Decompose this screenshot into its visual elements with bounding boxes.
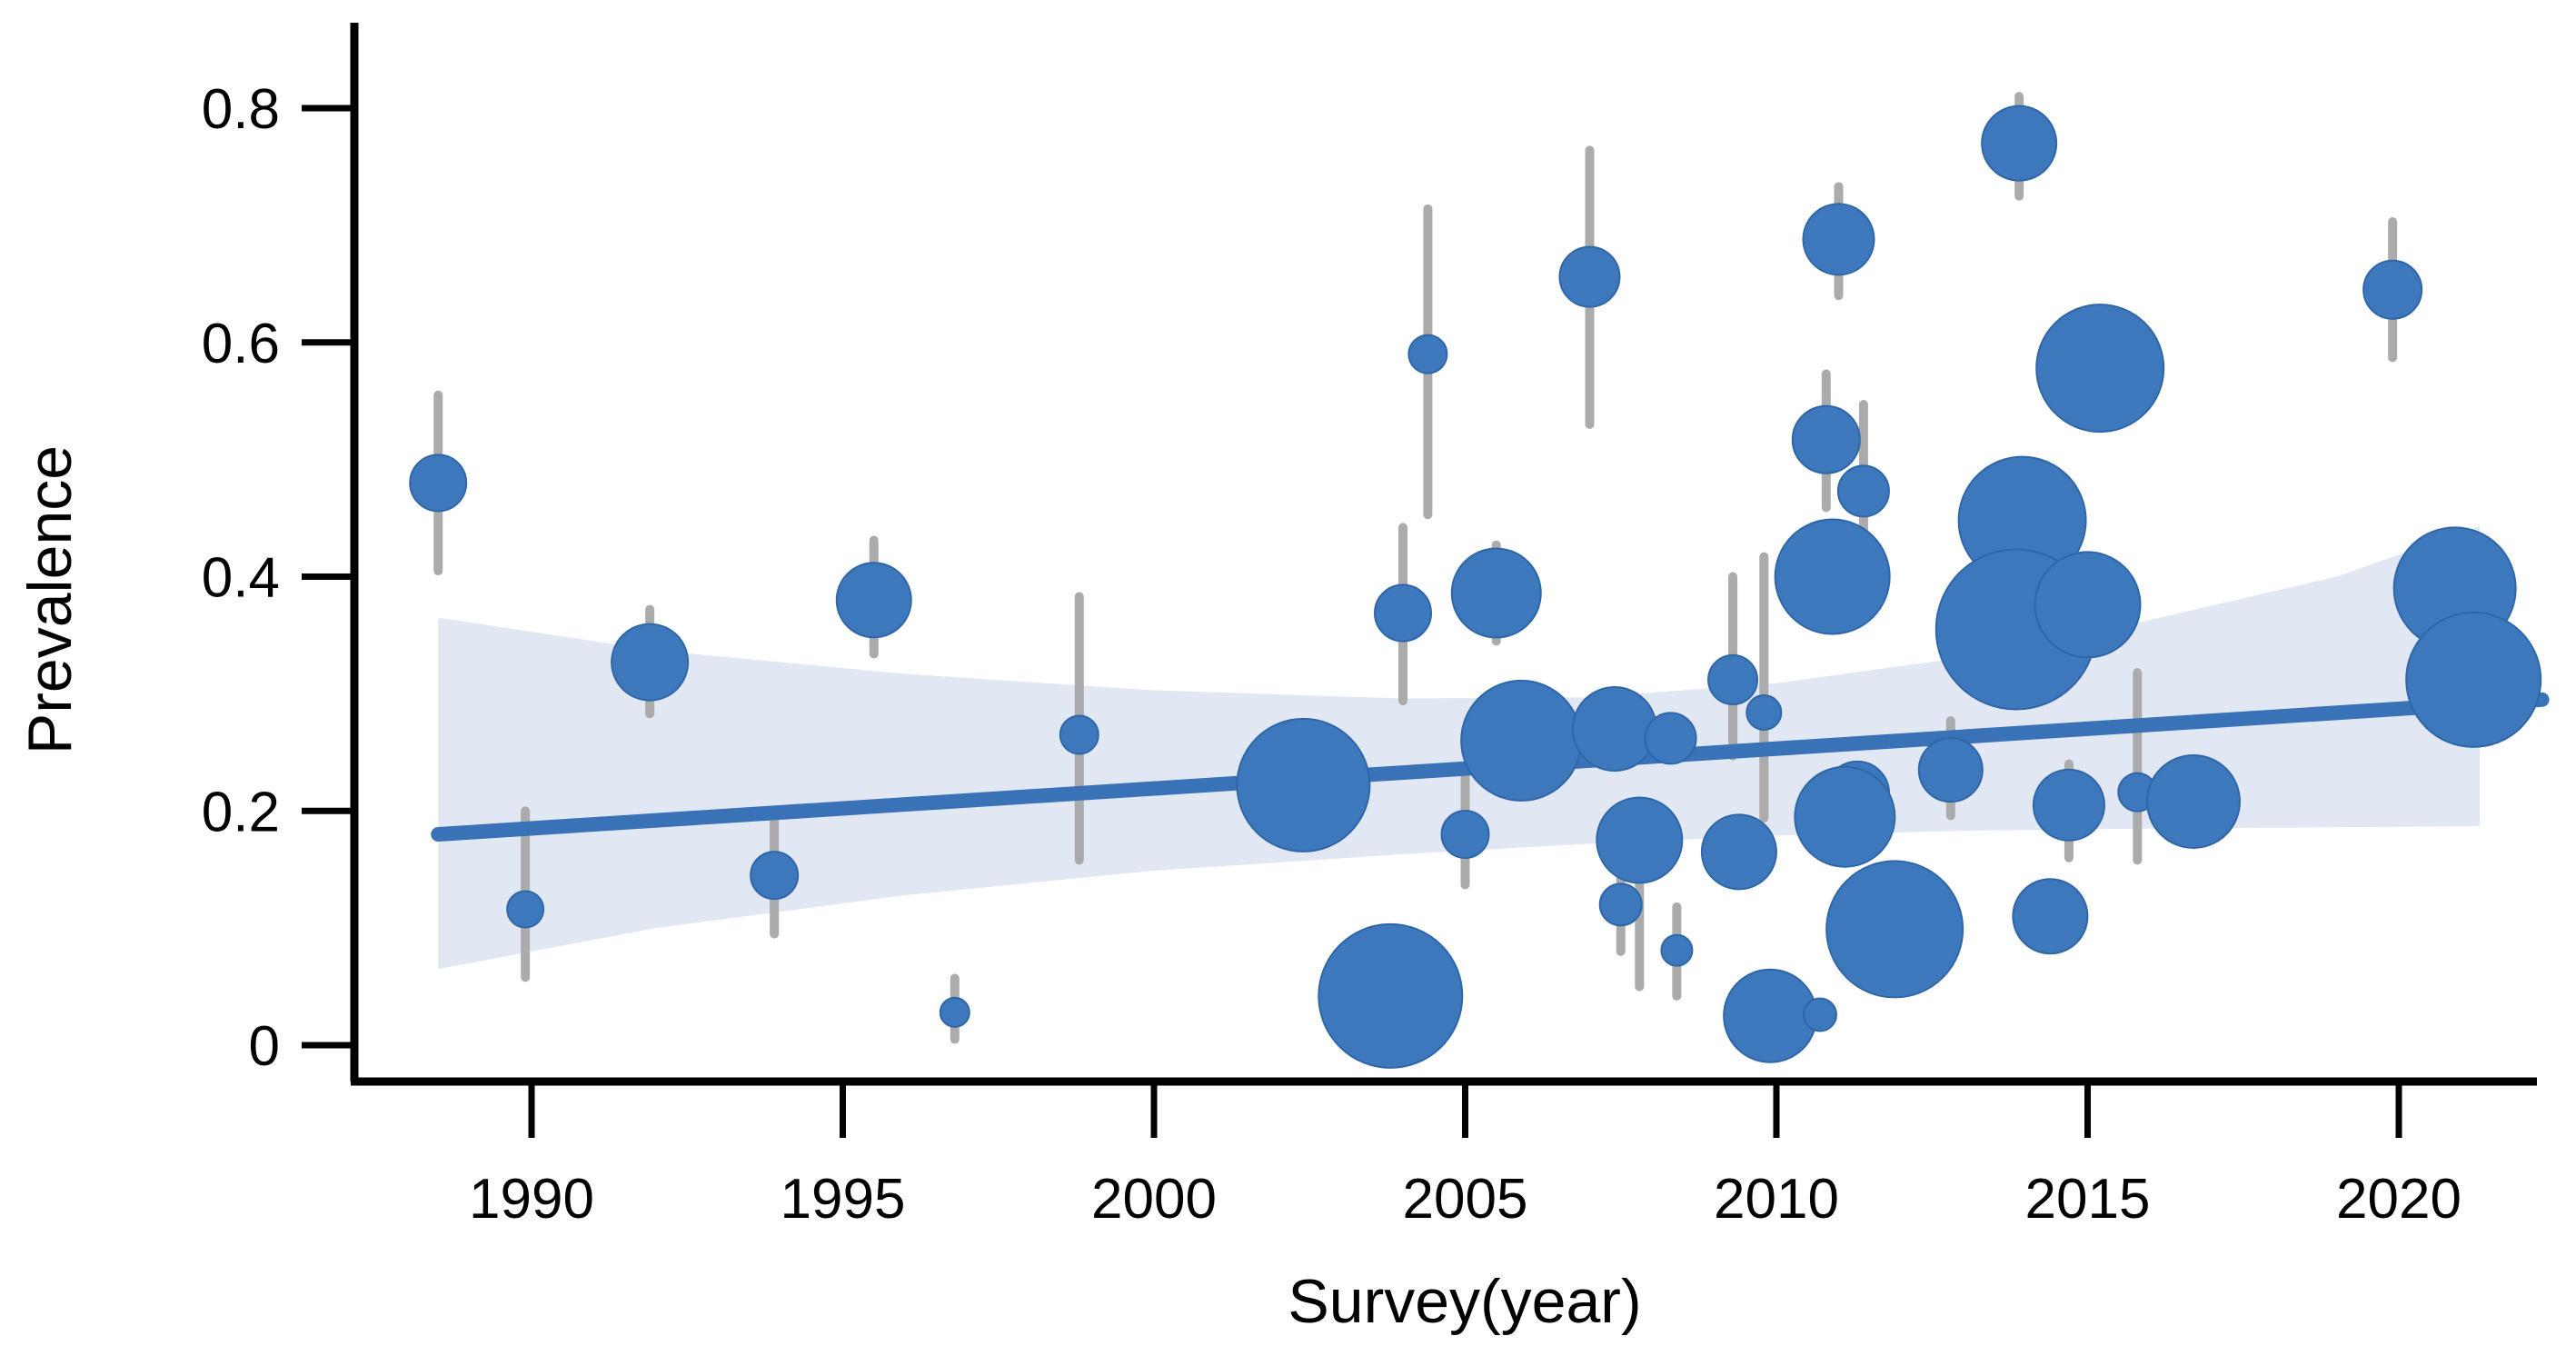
data-point-bubble [1794, 765, 1896, 868]
x-tick-label: 2020 [2336, 1168, 2462, 1231]
data-point-bubble [1825, 860, 1964, 999]
data-point-bubble [1660, 933, 1694, 967]
data-point-bubble [1571, 686, 1657, 773]
y-tick-label: 0 [249, 1015, 280, 1078]
data-point-bubble [1700, 813, 1777, 891]
x-tick-label: 2010 [1714, 1168, 1839, 1231]
y-axis-title: Prevalence [15, 445, 85, 754]
confidence-band [438, 526, 2481, 970]
data-point-bubble [2034, 551, 2142, 659]
data-point-bubble [2012, 878, 2089, 955]
y-tick-label: 0.2 [202, 781, 280, 843]
data-point-bubble [1374, 583, 1432, 643]
data-point-bubble [939, 996, 970, 1028]
data-point-bubble [2145, 753, 2241, 849]
data-point-bubble [1802, 997, 1837, 1032]
data-point-bubble [2035, 304, 2165, 434]
data-point-bubble [750, 851, 800, 901]
data-point-bubble [2405, 611, 2542, 748]
data-point-bubble [1558, 245, 1621, 308]
data-point-bubble [1460, 679, 1583, 802]
x-tick-label: 2005 [1403, 1168, 1528, 1231]
data-point-bubble [1407, 334, 1448, 374]
data-point-bubble [1644, 712, 1697, 765]
data-point-bubble [506, 890, 545, 929]
data-point-bubble [1746, 693, 1783, 731]
x-tick-label: 2000 [1091, 1168, 1217, 1231]
data-point-bubble [2362, 259, 2423, 320]
data-point-bubble [1450, 547, 1542, 639]
y-tick-label: 0.6 [202, 313, 280, 375]
data-point-bubble [1774, 518, 1891, 635]
data-point-bubble [1236, 717, 1371, 852]
data-point-bubble [1596, 796, 1684, 884]
x-axis-title: Survey(year) [1288, 1267, 1641, 1336]
data-point-bubble [1440, 810, 1490, 860]
y-tick-label: 0.8 [202, 78, 280, 141]
y-tick-label: 0.4 [202, 547, 280, 610]
x-tick-label: 1995 [781, 1168, 906, 1231]
data-point-bubble [1917, 737, 1984, 803]
data-point-bubble [1791, 404, 1861, 474]
data-point-bubble [1707, 653, 1759, 705]
data-point-bubble [1981, 105, 2058, 182]
data-point-bubble [1802, 203, 1875, 276]
data-point-bubble [1723, 968, 1818, 1063]
data-point-bubble [1059, 714, 1099, 755]
data-point-bubble [1598, 882, 1643, 927]
data-point-bubble [611, 623, 690, 702]
data-point-bubble [1836, 464, 1890, 518]
data-point-bubble [409, 454, 468, 513]
x-tick-label: 1990 [469, 1168, 594, 1231]
data-point-bubble [835, 562, 912, 639]
data-point-bubble [1318, 922, 1464, 1069]
x-tick-label: 2015 [2025, 1168, 2151, 1231]
data-point-bubble [2032, 768, 2105, 842]
